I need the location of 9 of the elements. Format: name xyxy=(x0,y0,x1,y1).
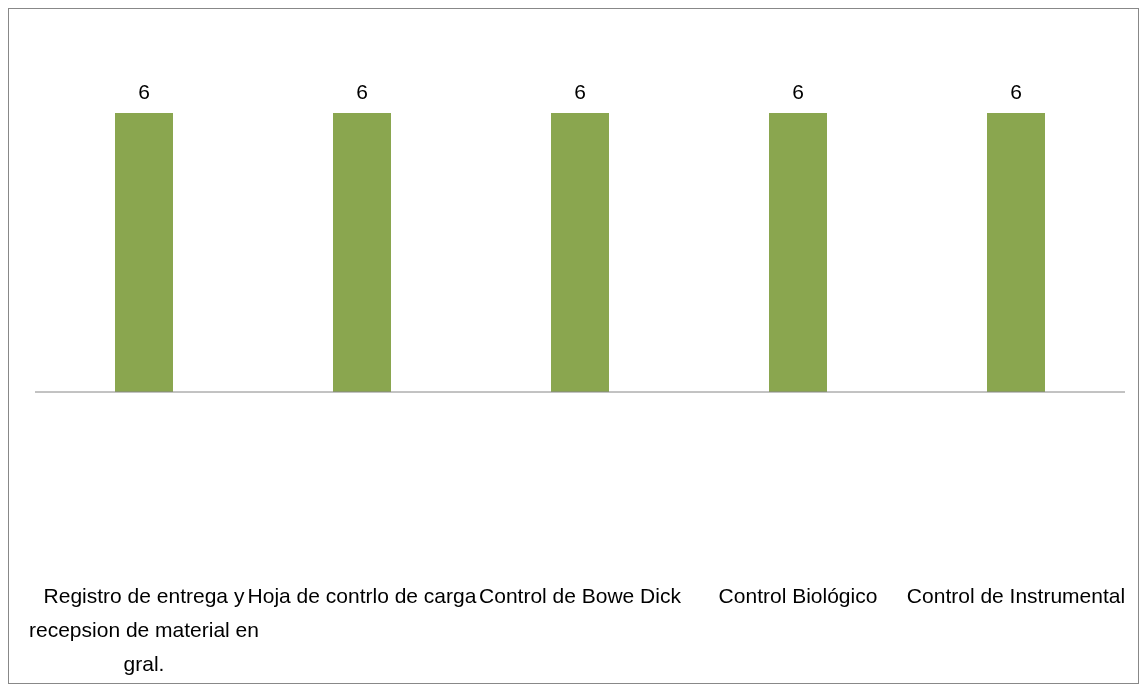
data-label: 6 xyxy=(1010,80,1022,103)
x-tick-label: Hoja de contrlo de carga xyxy=(247,583,477,607)
data-label: 6 xyxy=(356,80,368,103)
x-tick-label: Control Biológico xyxy=(718,583,878,607)
x-tick-label: Control de Instrumental xyxy=(906,583,1126,607)
data-label: 6 xyxy=(574,80,586,103)
x-tick-label: Control de Bowe Dick xyxy=(479,583,682,607)
data-label: 6 xyxy=(792,80,804,103)
data-label: 6 xyxy=(138,80,150,103)
